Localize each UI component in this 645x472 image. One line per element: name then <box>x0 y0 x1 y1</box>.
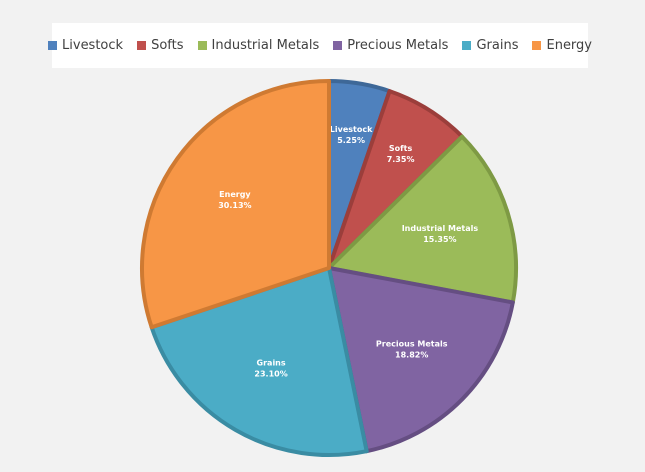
slice-value-label: 15.35% <box>423 235 456 244</box>
slice-name-label: Softs <box>389 144 413 153</box>
legend-item-industrial-metals: Industrial Metals <box>197 38 320 53</box>
legend-item-livestock: Livestock <box>48 38 123 53</box>
slice-value-label: 7.35% <box>387 155 415 164</box>
legend-swatch <box>462 41 472 50</box>
legend-label: Industrial Metals <box>211 38 320 53</box>
slice-value-label: 5.25% <box>337 136 365 145</box>
legend-swatch <box>532 41 542 50</box>
legend-label: Precious Metals <box>347 38 449 53</box>
legend-swatch <box>333 41 343 50</box>
pie-slice-industrial-metals <box>327 134 519 305</box>
legend-label: Grains <box>476 38 519 53</box>
slice-name-label: Precious Metals <box>376 339 448 348</box>
legend-item-precious-metals: Precious Metals <box>333 38 448 53</box>
slice-value-label: 23.10% <box>254 370 287 379</box>
slice-value-label: 30.13% <box>218 201 251 210</box>
legend-swatch <box>137 41 147 50</box>
slice-value-label: 18.82% <box>395 350 428 359</box>
legend-item-grains: Grains <box>462 38 518 53</box>
pie-slice-grains <box>149 266 369 457</box>
slice-name-label: Industrial Metals <box>402 224 479 233</box>
slice-name-label: Livestock <box>330 125 373 134</box>
slice-name-label: Energy <box>219 190 251 199</box>
chart-legend: Livestock Softs Industrial Metals Precious … <box>48 23 592 68</box>
legend-label: Livestock <box>62 38 124 53</box>
pie-slice-energy <box>140 79 331 330</box>
legend-label: Softs <box>151 38 184 53</box>
legend-item-energy: Energy <box>532 38 592 53</box>
legend-label: Energy <box>546 38 592 53</box>
pie-slice-precious-metals <box>327 266 515 454</box>
slice-name-label: Grains <box>257 359 286 368</box>
legend-item-softs: Softs <box>137 38 184 53</box>
legend-swatch <box>48 41 58 50</box>
legend-swatch <box>197 41 207 50</box>
